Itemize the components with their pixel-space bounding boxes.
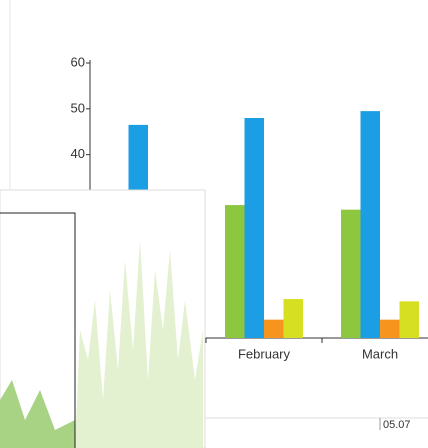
x-tick-label: March bbox=[362, 346, 398, 361]
bar bbox=[341, 209, 361, 338]
y-tick-label: 50 bbox=[71, 100, 85, 115]
y-tick-label: 40 bbox=[71, 146, 85, 161]
bar bbox=[244, 118, 264, 338]
inner-frame bbox=[0, 212, 76, 448]
bar bbox=[264, 319, 284, 338]
y-tick-label: 60 bbox=[71, 54, 85, 69]
area bbox=[75, 240, 203, 448]
bar bbox=[399, 301, 419, 338]
lower-tick-label: 05.07 bbox=[383, 419, 411, 431]
bar bbox=[360, 111, 380, 338]
area-dark bbox=[0, 380, 75, 448]
bar bbox=[380, 319, 400, 338]
x-tick-label: February bbox=[238, 346, 291, 361]
bar bbox=[225, 205, 245, 338]
plot: 40 50 60 February March bbox=[71, 54, 428, 361]
bar bbox=[283, 299, 303, 338]
overlay-panel bbox=[0, 189, 206, 448]
